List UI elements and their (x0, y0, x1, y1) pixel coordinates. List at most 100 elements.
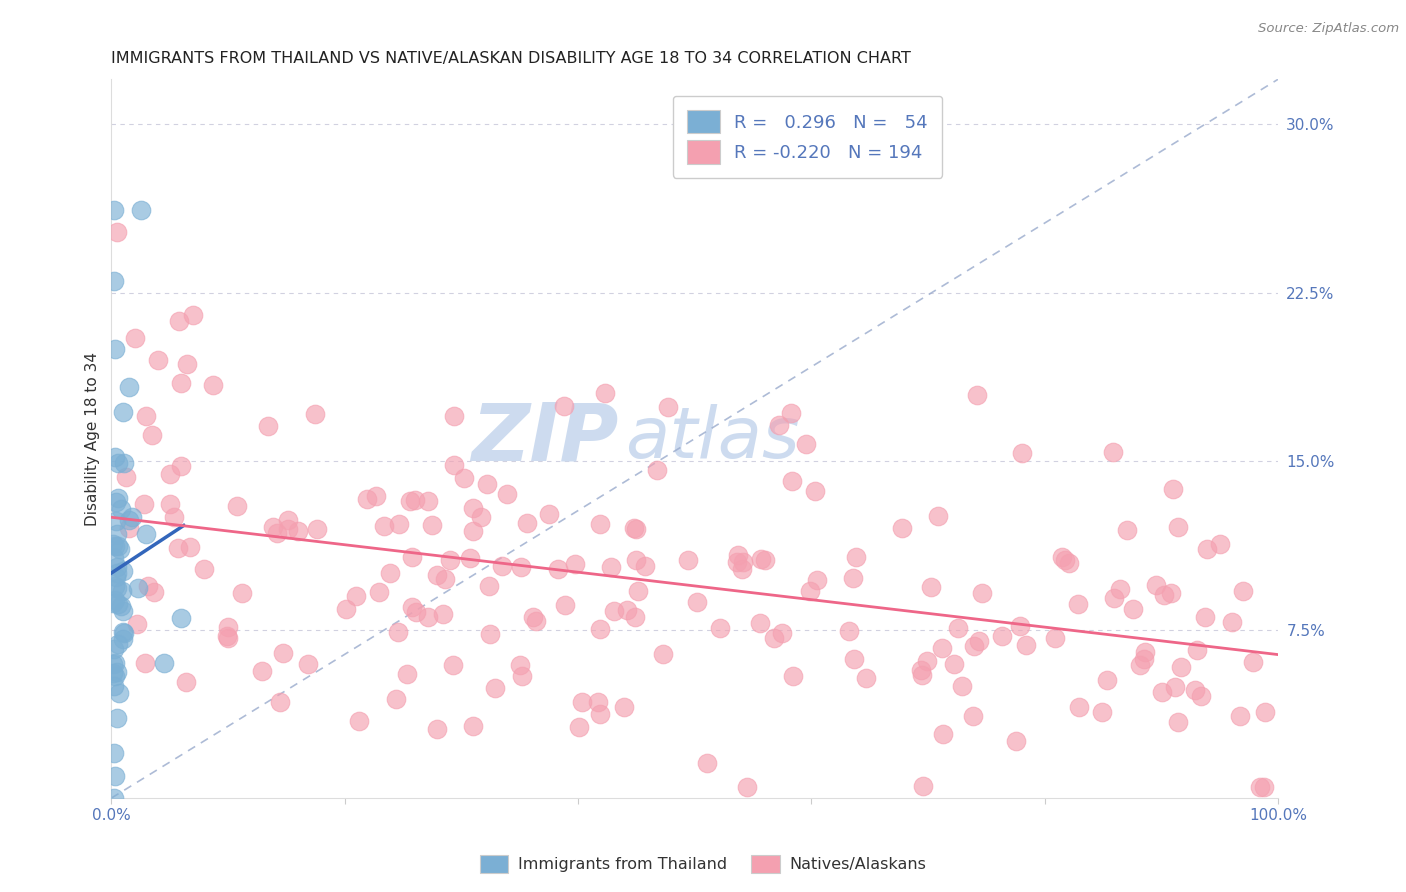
Point (439, 552, 461, 566)
Point (657, 400, 679, 414)
Point (768, 417, 790, 432)
Point (1102, 591, 1125, 605)
Point (1133, 645, 1156, 659)
Point (108, 686, 131, 700)
Point (193, 562, 215, 576)
Point (401, 549, 423, 564)
Point (762, 631, 785, 645)
Point (231, 586, 253, 600)
Point (105, 225, 128, 239)
Point (426, 568, 449, 582)
Point (127, 582, 149, 596)
Point (1249, 780, 1271, 794)
Point (943, 657, 966, 672)
Point (603, 603, 626, 617)
Point (931, 727, 953, 741)
Point (599, 559, 621, 574)
Text: IMMIGRANTS FROM THAILAND VS NATIVE/ALASKAN DISABILITY AGE 18 TO 34 CORRELATION C: IMMIGRANTS FROM THAILAND VS NATIVE/ALASK… (111, 51, 911, 66)
Point (1161, 482, 1184, 496)
Point (477, 477, 499, 491)
Point (174, 675, 197, 690)
Point (103, 579, 125, 593)
Point (799, 584, 821, 599)
Point (103, 791, 125, 805)
Point (1167, 520, 1189, 534)
Point (121, 509, 143, 524)
Point (553, 399, 575, 413)
Point (104, 514, 127, 528)
Point (115, 469, 138, 483)
Point (269, 695, 291, 709)
Point (1101, 444, 1123, 458)
Point (118, 513, 141, 527)
Point (842, 652, 865, 666)
Point (266, 526, 288, 541)
Point (103, 596, 125, 610)
Point (112, 604, 135, 618)
Point (478, 579, 501, 593)
Point (1015, 638, 1038, 652)
Point (1189, 690, 1212, 704)
Point (588, 707, 610, 722)
Point (107, 539, 129, 553)
Point (920, 581, 942, 595)
Point (794, 437, 817, 451)
Point (911, 667, 934, 681)
Point (287, 524, 309, 538)
Point (217, 632, 239, 646)
Point (103, 551, 125, 566)
Point (522, 610, 544, 624)
Point (634, 559, 657, 574)
Point (105, 527, 128, 541)
Point (387, 624, 409, 639)
Point (624, 553, 647, 567)
Point (470, 510, 492, 524)
Point (1050, 549, 1073, 564)
Point (101, 657, 124, 671)
Point (153, 657, 176, 671)
Point (420, 518, 443, 533)
Point (731, 562, 754, 576)
Legend: Immigrants from Thailand, Natives/Alaskans: Immigrants from Thailand, Natives/Alaska… (474, 848, 932, 880)
Point (458, 550, 481, 565)
Point (1167, 715, 1189, 730)
Point (516, 516, 538, 530)
Point (112, 625, 135, 640)
Point (426, 722, 449, 736)
Point (966, 388, 988, 402)
Point (568, 720, 591, 734)
Point (103, 746, 125, 760)
Point (103, 679, 125, 693)
Point (589, 516, 612, 531)
Point (163, 510, 186, 524)
Point (962, 709, 984, 723)
Point (112, 625, 135, 640)
Point (1067, 700, 1090, 714)
Point (373, 519, 395, 533)
Point (461, 718, 484, 732)
Point (564, 557, 586, 571)
Point (623, 520, 645, 534)
Point (804, 484, 827, 499)
Point (347, 714, 370, 728)
Point (273, 646, 295, 660)
Point (176, 357, 198, 371)
Point (627, 584, 650, 599)
Point (972, 586, 994, 600)
Point (366, 489, 388, 503)
Point (105, 581, 128, 595)
Point (111, 584, 134, 599)
Point (727, 548, 749, 562)
Point (537, 507, 560, 521)
Point (593, 386, 616, 401)
Point (107, 637, 129, 651)
Point (1232, 583, 1254, 598)
Point (1194, 610, 1216, 624)
Point (478, 627, 501, 641)
Point (104, 669, 127, 683)
Point (651, 647, 673, 661)
Point (915, 654, 938, 668)
Text: ZIP: ZIP (471, 400, 619, 478)
Point (159, 497, 181, 511)
Point (912, 779, 935, 793)
